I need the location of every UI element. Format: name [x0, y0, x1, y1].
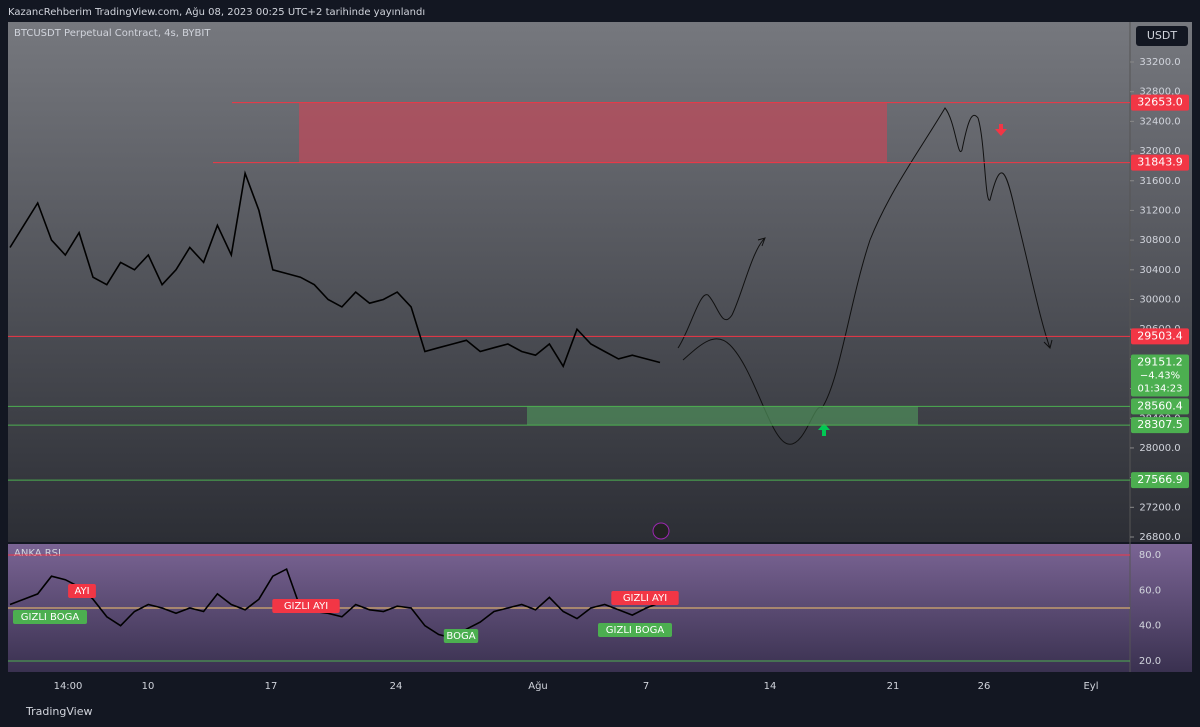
down-arrow	[995, 124, 1007, 136]
level-label: 31843.9	[1137, 156, 1183, 169]
currency[interactable]: USDT	[1147, 29, 1178, 42]
annotation-tag	[598, 623, 672, 637]
price-change: −4.43%	[1140, 370, 1180, 381]
level-tag	[1131, 417, 1189, 434]
zone	[299, 102, 887, 163]
x-tick-label: 26	[978, 681, 991, 692]
rsi-tick-label: 80.0	[1139, 550, 1161, 561]
level-tag	[1131, 328, 1189, 345]
y-tick-label: 30800.0	[1139, 235, 1180, 246]
annotation: GIZLI BOGA	[606, 625, 665, 636]
y-tick-label: 28000.0	[1139, 443, 1180, 454]
up-arrow	[818, 423, 830, 436]
y-tick-label: 26800.0	[1139, 532, 1180, 543]
main-pane	[8, 22, 1192, 542]
y-tick-label: 32000.0	[1139, 146, 1180, 157]
y-tick-label: 33200.0	[1139, 57, 1180, 68]
y-tick-label: 30000.0	[1139, 295, 1180, 306]
rsi-tick-label: 60.0	[1139, 585, 1161, 596]
x-tick-label: 21	[887, 681, 900, 692]
brand: TradingView	[25, 705, 92, 718]
level-tag	[1131, 94, 1189, 111]
rsi-tick-label: 40.0	[1139, 621, 1161, 632]
level-tag	[1131, 154, 1189, 171]
last-price-tag	[1131, 354, 1189, 397]
y-tick-label: 31200.0	[1139, 205, 1180, 216]
level-label: 28307.5	[1137, 418, 1183, 431]
last-price: 29151.2	[1137, 355, 1183, 368]
drawing	[677, 237, 766, 349]
x-tick-label: 10	[142, 681, 155, 692]
level-label: 27566.9	[1137, 473, 1183, 486]
y-tick-label: 32800.0	[1139, 87, 1180, 98]
rsi-title: ANKA RSI	[14, 548, 61, 559]
annotation-tag	[272, 599, 340, 613]
annotation-tag	[443, 629, 479, 643]
zone	[527, 406, 918, 426]
symbol-title: BTCUSDT Perpetual Contract, 4s, BYBIT	[14, 28, 211, 39]
y-tick-label: 30400.0	[1139, 265, 1180, 276]
x-tick-label: 7	[643, 681, 649, 692]
x-tick-label: Eyl	[1083, 681, 1098, 692]
x-tick-label: Ağu	[528, 680, 548, 692]
price-line	[9, 170, 661, 369]
x-tick-label: 24	[390, 681, 403, 692]
countdown: 01:34:23	[1138, 383, 1183, 394]
annotation: GIZLI BOGA	[21, 612, 80, 623]
annotation: GIZLI AYI	[623, 593, 667, 604]
y-tick-label: 27200.0	[1139, 502, 1180, 513]
x-tick-label: 14:00	[54, 681, 83, 692]
annotation: GIZLI AYI	[284, 601, 328, 612]
level-tag	[1131, 472, 1189, 489]
rsi-tick-label: 20.0	[1139, 656, 1161, 667]
level-label: 32653.0	[1137, 96, 1183, 109]
y-tick-label: 31600.0	[1139, 176, 1180, 187]
y-tick-label: 32400.0	[1139, 116, 1180, 127]
event-icon[interactable]	[652, 522, 670, 540]
annotation-tag	[611, 591, 679, 605]
annotation: AYI	[74, 586, 89, 597]
price-line	[9, 567, 661, 639]
annotation-tag	[68, 584, 96, 598]
level-label: 29503.4	[1137, 329, 1183, 342]
level-tag	[1131, 398, 1189, 415]
annotation: BOGA	[446, 631, 475, 642]
currency-button[interactable]	[1136, 26, 1188, 46]
drawing	[682, 107, 1053, 445]
x-tick-label: 14	[764, 681, 777, 692]
x-tick-label: 17	[265, 681, 278, 692]
level-label: 28560.4	[1137, 399, 1183, 412]
publisher: KazancRehberim TradingView.com, Ağu 08, …	[8, 6, 425, 18]
annotation-tag	[13, 610, 87, 624]
